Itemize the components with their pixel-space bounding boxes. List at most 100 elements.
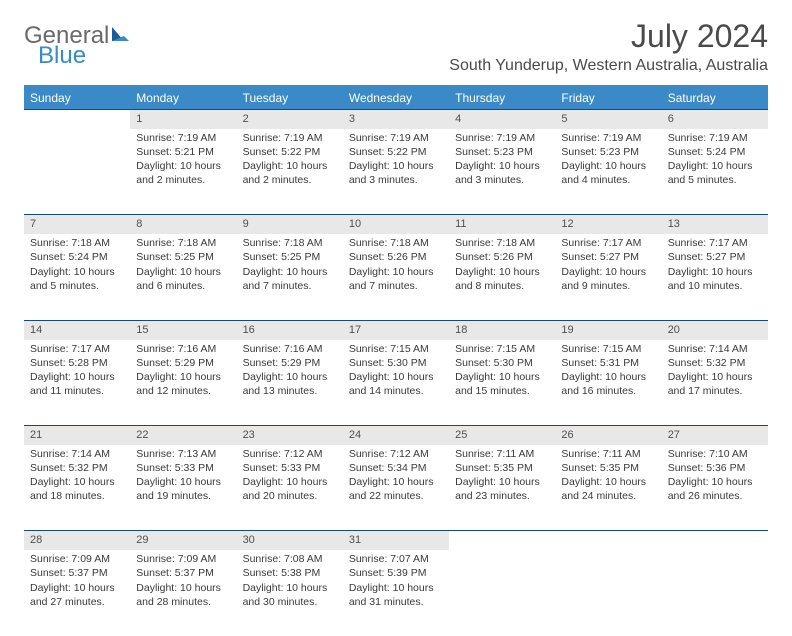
day-number-cell: 12 (555, 215, 661, 234)
day-number-cell: 13 (662, 215, 768, 234)
day-info-line: Daylight: 10 hours (668, 475, 762, 489)
day-info-line: Sunset: 5:26 PM (455, 250, 549, 264)
day-info-line: Sunset: 5:24 PM (30, 250, 124, 264)
day-info-line: Daylight: 10 hours (136, 159, 230, 173)
day-number-cell: 21 (24, 426, 130, 445)
day-info-line: Sunrise: 7:19 AM (455, 131, 549, 145)
day-info-line: Sunrise: 7:19 AM (561, 131, 655, 145)
day-content-cell: Sunrise: 7:16 AMSunset: 5:29 PMDaylight:… (130, 340, 236, 426)
day-info-line: Daylight: 10 hours (243, 370, 337, 384)
day-content-cell: Sunrise: 7:07 AMSunset: 5:39 PMDaylight:… (343, 550, 449, 636)
day-number-cell: 2 (237, 110, 343, 129)
weekday-header: Tuesday (237, 86, 343, 110)
day-info-line: Sunset: 5:34 PM (349, 461, 443, 475)
day-number-cell (24, 110, 130, 129)
day-number-cell: 17 (343, 320, 449, 339)
day-number-cell (555, 531, 661, 550)
day-info-line: Sunset: 5:29 PM (136, 356, 230, 370)
day-info-line: Daylight: 10 hours (30, 370, 124, 384)
day-number-cell: 7 (24, 215, 130, 234)
day-content-cell: Sunrise: 7:08 AMSunset: 5:38 PMDaylight:… (237, 550, 343, 636)
day-info-line: and 7 minutes. (349, 279, 443, 293)
day-info-line: Sunrise: 7:18 AM (243, 236, 337, 250)
day-number-cell: 27 (662, 426, 768, 445)
day-number-row: 123456 (24, 110, 768, 129)
day-info-line: and 11 minutes. (30, 384, 124, 398)
day-content-cell: Sunrise: 7:11 AMSunset: 5:35 PMDaylight:… (449, 445, 555, 531)
day-info-line: Daylight: 10 hours (243, 265, 337, 279)
day-number-cell: 11 (449, 215, 555, 234)
day-number-cell: 29 (130, 531, 236, 550)
day-number-cell: 5 (555, 110, 661, 129)
day-content-row: Sunrise: 7:14 AMSunset: 5:32 PMDaylight:… (24, 445, 768, 531)
day-content-cell: Sunrise: 7:11 AMSunset: 5:35 PMDaylight:… (555, 445, 661, 531)
day-content-cell (24, 129, 130, 215)
day-info-line: Sunrise: 7:12 AM (349, 447, 443, 461)
day-info-line: Sunrise: 7:10 AM (668, 447, 762, 461)
title-block: July 2024 South Yunderup, Western Austra… (449, 18, 768, 75)
day-info-line: and 30 minutes. (243, 595, 337, 609)
day-info-line: Sunrise: 7:19 AM (668, 131, 762, 145)
day-content-cell: Sunrise: 7:13 AMSunset: 5:33 PMDaylight:… (130, 445, 236, 531)
day-info-line: Sunrise: 7:11 AM (561, 447, 655, 461)
day-info-line: Daylight: 10 hours (30, 581, 124, 595)
day-content-row: Sunrise: 7:18 AM Sunset: 5:24 PM Daylight:… (24, 234, 768, 320)
day-info-line: Sunrise: 7:18 AM (455, 236, 549, 250)
day-number-cell: 23 (237, 426, 343, 445)
day-info-line: Sunset: 5:21 PM (136, 145, 230, 159)
weekday-header: Monday (130, 86, 236, 110)
weekday-header-row: Sunday Monday Tuesday Wednesday Thursday… (24, 86, 768, 110)
day-info-line: Sunset: 5:22 PM (349, 145, 443, 159)
day-info-line: Sunrise: 7:12 AM (243, 447, 337, 461)
day-number-cell: 20 (662, 320, 768, 339)
day-content-cell: Sunrise: 7:10 AMSunset: 5:36 PMDaylight:… (662, 445, 768, 531)
day-content-cell: Sunrise: 7:15 AMSunset: 5:31 PMDaylight:… (555, 340, 661, 426)
day-number-cell: 19 (555, 320, 661, 339)
day-info-line: and 8 minutes. (455, 279, 549, 293)
logo: General Blue (24, 18, 131, 68)
day-content-cell: Sunrise: 7:18 AMSunset: 5:25 PMDaylight:… (130, 234, 236, 320)
day-content-cell: Sunrise: 7:15 AMSunset: 5:30 PMDaylight:… (343, 340, 449, 426)
day-info-line: Sunset: 5:36 PM (668, 461, 762, 475)
day-info-line: Sunset: 5:39 PM (349, 566, 443, 580)
day-info-line: Sunrise: 7:17 AM (561, 236, 655, 250)
day-info-line: Sunset: 5:38 PM (243, 566, 337, 580)
day-number-cell: 30 (237, 531, 343, 550)
day-content-cell: Sunrise: 7:17 AMSunset: 5:27 PMDaylight:… (662, 234, 768, 320)
day-content-cell: Sunrise: 7:14 AMSunset: 5:32 PMDaylight:… (24, 445, 130, 531)
day-number-row: 78910111213 (24, 215, 768, 234)
day-info-line: Daylight: 10 hours (349, 159, 443, 173)
day-info-line: and 2 minutes. (243, 173, 337, 187)
day-info-line: and 9 minutes. (561, 279, 655, 293)
day-content-cell: Sunrise: 7:18 AMSunset: 5:25 PMDaylight:… (237, 234, 343, 320)
day-info-line: Sunset: 5:23 PM (455, 145, 549, 159)
day-info-line: Daylight: 10 hours (136, 370, 230, 384)
day-info-line: Daylight: 10 hours (136, 475, 230, 489)
day-content-cell: Sunrise: 7:17 AMSunset: 5:27 PMDaylight:… (555, 234, 661, 320)
day-info-line: Daylight: 10 hours (30, 475, 124, 489)
day-info-line: Daylight: 10 hours (561, 475, 655, 489)
day-info-line: Sunset: 5:29 PM (243, 356, 337, 370)
day-content-cell: Sunrise: 7:16 AMSunset: 5:29 PMDaylight:… (237, 340, 343, 426)
day-info-line: Sunrise: 7:08 AM (243, 552, 337, 566)
day-info-line: Daylight: 10 hours (561, 370, 655, 384)
day-number-cell: 18 (449, 320, 555, 339)
day-info-line: Sunset: 5:37 PM (136, 566, 230, 580)
day-content-cell: Sunrise: 7:15 AMSunset: 5:30 PMDaylight:… (449, 340, 555, 426)
day-number-cell: 26 (555, 426, 661, 445)
day-number-cell: 14 (24, 320, 130, 339)
day-info-line: Sunset: 5:27 PM (561, 250, 655, 264)
day-content-cell: Sunrise: 7:19 AMSunset: 5:22 PMDaylight:… (343, 129, 449, 215)
day-number-cell: 16 (237, 320, 343, 339)
day-info-line: Sunrise: 7:19 AM (349, 131, 443, 145)
location: South Yunderup, Western Australia, Austr… (449, 57, 768, 75)
weekday-header: Wednesday (343, 86, 449, 110)
day-info-line: Sunset: 5:25 PM (136, 250, 230, 264)
day-number-cell: 22 (130, 426, 236, 445)
day-info-line: Daylight: 10 hours (561, 159, 655, 173)
day-info-line: Sunset: 5:27 PM (668, 250, 762, 264)
day-info-line: Daylight: 10 hours (668, 370, 762, 384)
day-info-line: Sunrise: 7:13 AM (136, 447, 230, 461)
day-info-line: and 31 minutes. (349, 595, 443, 609)
day-info-line: Sunset: 5:32 PM (668, 356, 762, 370)
